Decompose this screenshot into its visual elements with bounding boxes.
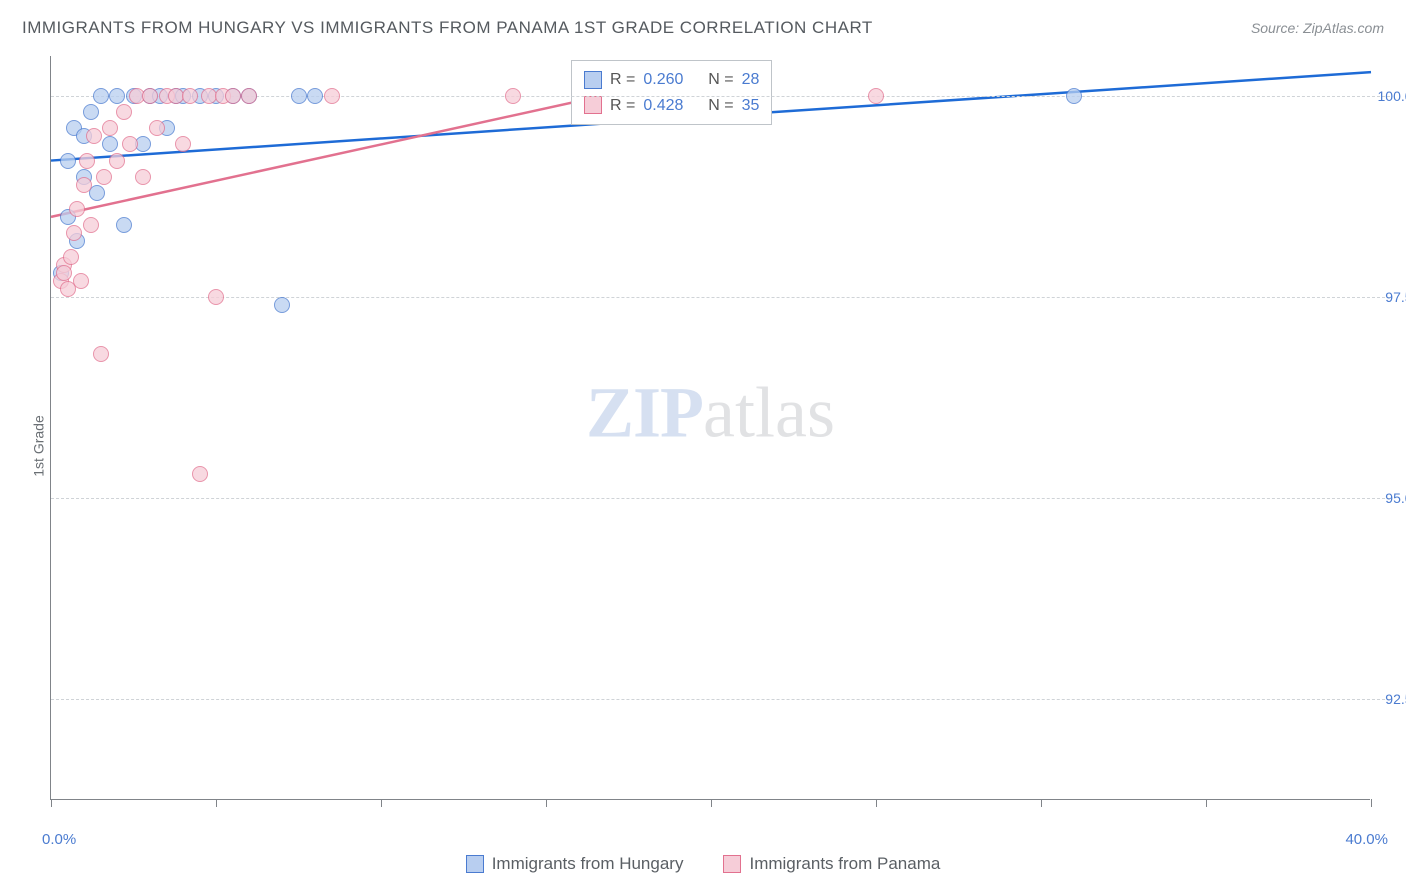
y-tick-label: 100.0% — [1378, 88, 1406, 104]
x-tick — [216, 799, 217, 807]
data-point — [192, 466, 208, 482]
legend-swatch — [584, 96, 602, 114]
data-point — [109, 88, 125, 104]
data-point — [116, 217, 132, 233]
legend-n-value: 28 — [742, 67, 760, 93]
data-point — [109, 153, 125, 169]
data-point — [225, 88, 241, 104]
chart-header: IMMIGRANTS FROM HUNGARY VS IMMIGRANTS FR… — [22, 18, 1384, 38]
gridline — [51, 498, 1390, 499]
legend-swatch — [723, 855, 741, 873]
chart-source: Source: ZipAtlas.com — [1251, 20, 1384, 36]
watermark-part1: ZIP — [586, 372, 703, 452]
scatter-plot: ZIPatlas R = 0.260 N = 28 R = 0.428 N = … — [50, 56, 1370, 800]
x-tick — [876, 799, 877, 807]
x-tick — [51, 799, 52, 807]
stats-legend: R = 0.260 N = 28 R = 0.428 N = 35 — [571, 60, 772, 125]
y-axis-label: 1st Grade — [31, 415, 47, 476]
series-label: Immigrants from Panama — [749, 854, 940, 874]
data-point — [291, 88, 307, 104]
gridline — [51, 699, 1390, 700]
legend-swatch — [466, 855, 484, 873]
data-point — [142, 88, 158, 104]
x-tick — [1041, 799, 1042, 807]
legend-r-value: 0.260 — [643, 67, 683, 93]
data-point — [135, 169, 151, 185]
x-axis-max-label: 40.0% — [1345, 831, 1388, 848]
data-point — [96, 169, 112, 185]
data-point — [63, 249, 79, 265]
legend-r-label: R = — [610, 67, 635, 93]
data-point — [83, 104, 99, 120]
data-point — [93, 346, 109, 362]
data-point — [122, 136, 138, 152]
data-point — [102, 120, 118, 136]
legend-row: R = 0.260 N = 28 — [584, 67, 759, 93]
data-point — [69, 201, 85, 217]
data-point — [182, 88, 198, 104]
data-point — [868, 88, 884, 104]
gridline — [51, 297, 1390, 298]
x-tick — [546, 799, 547, 807]
data-point — [76, 177, 92, 193]
series-legend: Immigrants from Hungary Immigrants from P… — [0, 854, 1406, 874]
x-tick — [381, 799, 382, 807]
trend-lines — [51, 56, 1371, 800]
data-point — [149, 120, 165, 136]
data-point — [73, 273, 89, 289]
data-point — [86, 128, 102, 144]
data-point — [175, 136, 191, 152]
data-point — [324, 88, 340, 104]
legend-n-label: N = — [708, 67, 733, 93]
data-point — [79, 153, 95, 169]
data-point — [208, 289, 224, 305]
legend-swatch — [584, 71, 602, 89]
series-legend-item: Immigrants from Panama — [723, 854, 940, 874]
x-axis-min-label: 0.0% — [42, 831, 76, 848]
data-point — [241, 88, 257, 104]
data-point — [1066, 88, 1082, 104]
data-point — [66, 225, 82, 241]
y-tick-label: 92.5% — [1385, 691, 1406, 707]
chart-title: IMMIGRANTS FROM HUNGARY VS IMMIGRANTS FR… — [22, 18, 873, 38]
y-tick-label: 97.5% — [1385, 289, 1406, 305]
watermark: ZIPatlas — [586, 371, 835, 454]
data-point — [60, 153, 76, 169]
data-point — [505, 88, 521, 104]
data-point — [83, 217, 99, 233]
data-point — [102, 136, 118, 152]
data-point — [56, 265, 72, 281]
x-tick — [1371, 799, 1372, 807]
series-legend-item: Immigrants from Hungary — [466, 854, 684, 874]
x-tick — [711, 799, 712, 807]
data-point — [93, 88, 109, 104]
watermark-part2: atlas — [703, 372, 835, 452]
y-tick-label: 95.0% — [1385, 490, 1406, 506]
x-tick — [1206, 799, 1207, 807]
data-point — [274, 297, 290, 313]
series-label: Immigrants from Hungary — [492, 854, 684, 874]
data-point — [116, 104, 132, 120]
data-point — [307, 88, 323, 104]
